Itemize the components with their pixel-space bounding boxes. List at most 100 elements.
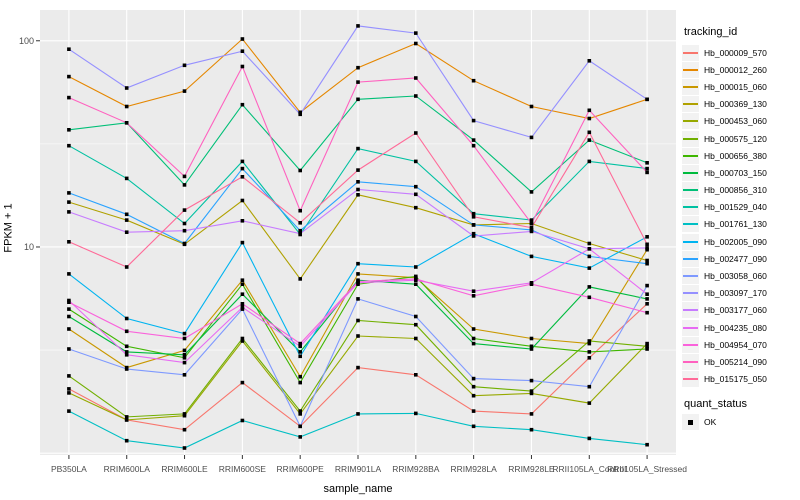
legend-label: Hb_000369_130: [704, 99, 767, 110]
data-point-Hb_003177_060: [182, 228, 187, 233]
legend-item: Hb_000703_150: [682, 164, 798, 181]
legend-key-line-icon: [682, 113, 699, 130]
data-point-Hb_001761_130: [182, 446, 187, 450]
data-point-Hb_003097_170: [587, 59, 592, 63]
data-point-Hb_004954_070: [471, 294, 476, 298]
legend-key-line-icon: [682, 285, 699, 302]
legend-item-quant-status: OK: [682, 414, 798, 431]
data-point-Hb_000012_260: [587, 116, 592, 121]
data-point-Hb_003177_060: [645, 246, 649, 250]
x-tick-label: RRIM928BA: [392, 464, 440, 474]
data-point-Hb_003058_060: [356, 297, 360, 301]
data-point-Hb_000656_380: [240, 282, 245, 286]
data-point-Hb_000015_060: [471, 327, 476, 331]
legend-key-line-icon: [682, 353, 699, 370]
data-point-Hb_004954_070: [124, 329, 129, 334]
data-point-Hb_015175_050: [356, 168, 360, 172]
data-point-Hb_015175_050: [182, 208, 187, 212]
legend-item: Hb_000009_570: [682, 44, 798, 61]
data-point-Hb_000575_120: [529, 389, 534, 393]
data-point-Hb_000856_310: [67, 128, 71, 132]
data-point-Hb_003097_170: [529, 135, 534, 140]
legend-key-square-icon: [682, 414, 699, 431]
legend-label: Hb_002005_090: [704, 236, 767, 247]
legend-item: Hb_000575_120: [682, 130, 798, 147]
data-point-Hb_002005_090: [587, 266, 592, 270]
data-point-Hb_003177_060: [414, 192, 418, 197]
legend-label: Hb_000656_380: [704, 150, 767, 161]
data-point-Hb_003177_060: [240, 219, 245, 223]
data-point-Hb_000703_150: [67, 314, 71, 319]
data-point-Hb_005214_090: [645, 170, 649, 175]
legend-item: Hb_002477_090: [682, 250, 798, 267]
legend-label: Hb_000015_060: [704, 81, 767, 92]
data-point-Hb_004954_070: [414, 277, 418, 281]
data-point-Hb_003058_060: [414, 314, 418, 319]
x-tick-label: RRIM928LA: [450, 464, 497, 474]
data-point-Hb_003097_170: [182, 63, 187, 68]
legend-key-line-icon: [682, 182, 699, 199]
data-point-Hb_000009_570: [414, 373, 418, 377]
legend-item: Hb_001761_130: [682, 216, 798, 233]
data-point-Hb_000856_310: [356, 97, 360, 102]
data-point-Hb_000009_570: [471, 409, 476, 413]
data-point-Hb_000453_060: [645, 341, 649, 346]
data-point-Hb_003097_170: [356, 24, 360, 28]
data-point-Hb_000453_060: [298, 412, 302, 416]
data-point-Hb_000369_130: [298, 277, 302, 281]
legend-label: Hb_004954_070: [704, 339, 767, 350]
legend-label: Hb_001529_040: [704, 202, 767, 213]
legend-key-line-icon: [682, 61, 699, 78]
data-point-Hb_000453_060: [587, 401, 592, 405]
data-point-Hb_002005_090: [529, 254, 534, 259]
data-point-Hb_000369_130: [414, 205, 418, 210]
data-point-Hb_001761_130: [298, 435, 302, 439]
data-point-Hb_005214_090: [67, 95, 71, 100]
data-point-Hb_002005_090: [356, 261, 360, 266]
data-point-Hb_015175_050: [529, 225, 534, 230]
data-point-Hb_000012_260: [182, 89, 187, 93]
data-point-Hb_002005_090: [240, 240, 245, 245]
data-point-Hb_005214_090: [240, 64, 245, 69]
data-point-Hb_004235_080: [240, 305, 245, 310]
data-point-Hb_015175_050: [240, 175, 245, 179]
legend-key-line-icon: [682, 147, 699, 164]
legend-label: Hb_015175_050: [704, 374, 767, 385]
legend-label: Hb_000856_310: [704, 185, 767, 196]
legend-key-line-icon: [682, 199, 699, 216]
data-point-Hb_015175_050: [587, 130, 592, 135]
data-point-Hb_003097_170: [414, 31, 418, 35]
data-point-Hb_003058_060: [298, 424, 302, 429]
y-axis-title: FPKM + 1: [2, 203, 15, 253]
data-point-Hb_000656_380: [645, 347, 649, 351]
data-point-Hb_001761_130: [67, 409, 71, 413]
legend-label: Hb_003097_170: [704, 288, 767, 299]
legend-title-quant-status: quant_status: [684, 397, 747, 410]
data-point-Hb_000856_310: [182, 183, 187, 187]
data-point-Hb_000856_310: [414, 94, 418, 98]
legend-item: Hb_003058_060: [682, 267, 798, 285]
data-point-Hb_000369_130: [645, 258, 649, 263]
legend-label: OK: [704, 417, 717, 428]
data-point-Hb_002477_090: [298, 228, 302, 233]
data-point-Hb_004235_080: [298, 344, 302, 349]
legend-label: Hb_003177_060: [704, 305, 767, 316]
data-point-Hb_001529_040: [529, 218, 534, 222]
legend-key-line-icon: [682, 44, 699, 61]
data-point-Hb_000856_310: [240, 102, 245, 107]
data-point-Hb_000015_060: [587, 341, 592, 346]
data-point-Hb_000656_380: [587, 350, 592, 354]
data-point-Hb_000453_060: [414, 336, 418, 341]
x-tick-label: RRIM600LE: [161, 464, 208, 474]
legend-key-line-icon: [682, 164, 699, 181]
data-point-Hb_000009_570: [67, 387, 71, 391]
data-point-Hb_000453_060: [124, 418, 129, 422]
data-point-Hb_002477_090: [471, 223, 476, 227]
x-tick-label: RRIM928LE: [508, 464, 555, 474]
legend-items: Hb_000009_570 Hb_000012_260 Hb_000015_060 H…: [682, 44, 798, 388]
data-point-Hb_000369_130: [124, 218, 129, 222]
data-point-Hb_003177_060: [67, 210, 71, 214]
data-point-Hb_015175_050: [298, 221, 302, 225]
data-point-Hb_000856_310: [471, 138, 476, 142]
